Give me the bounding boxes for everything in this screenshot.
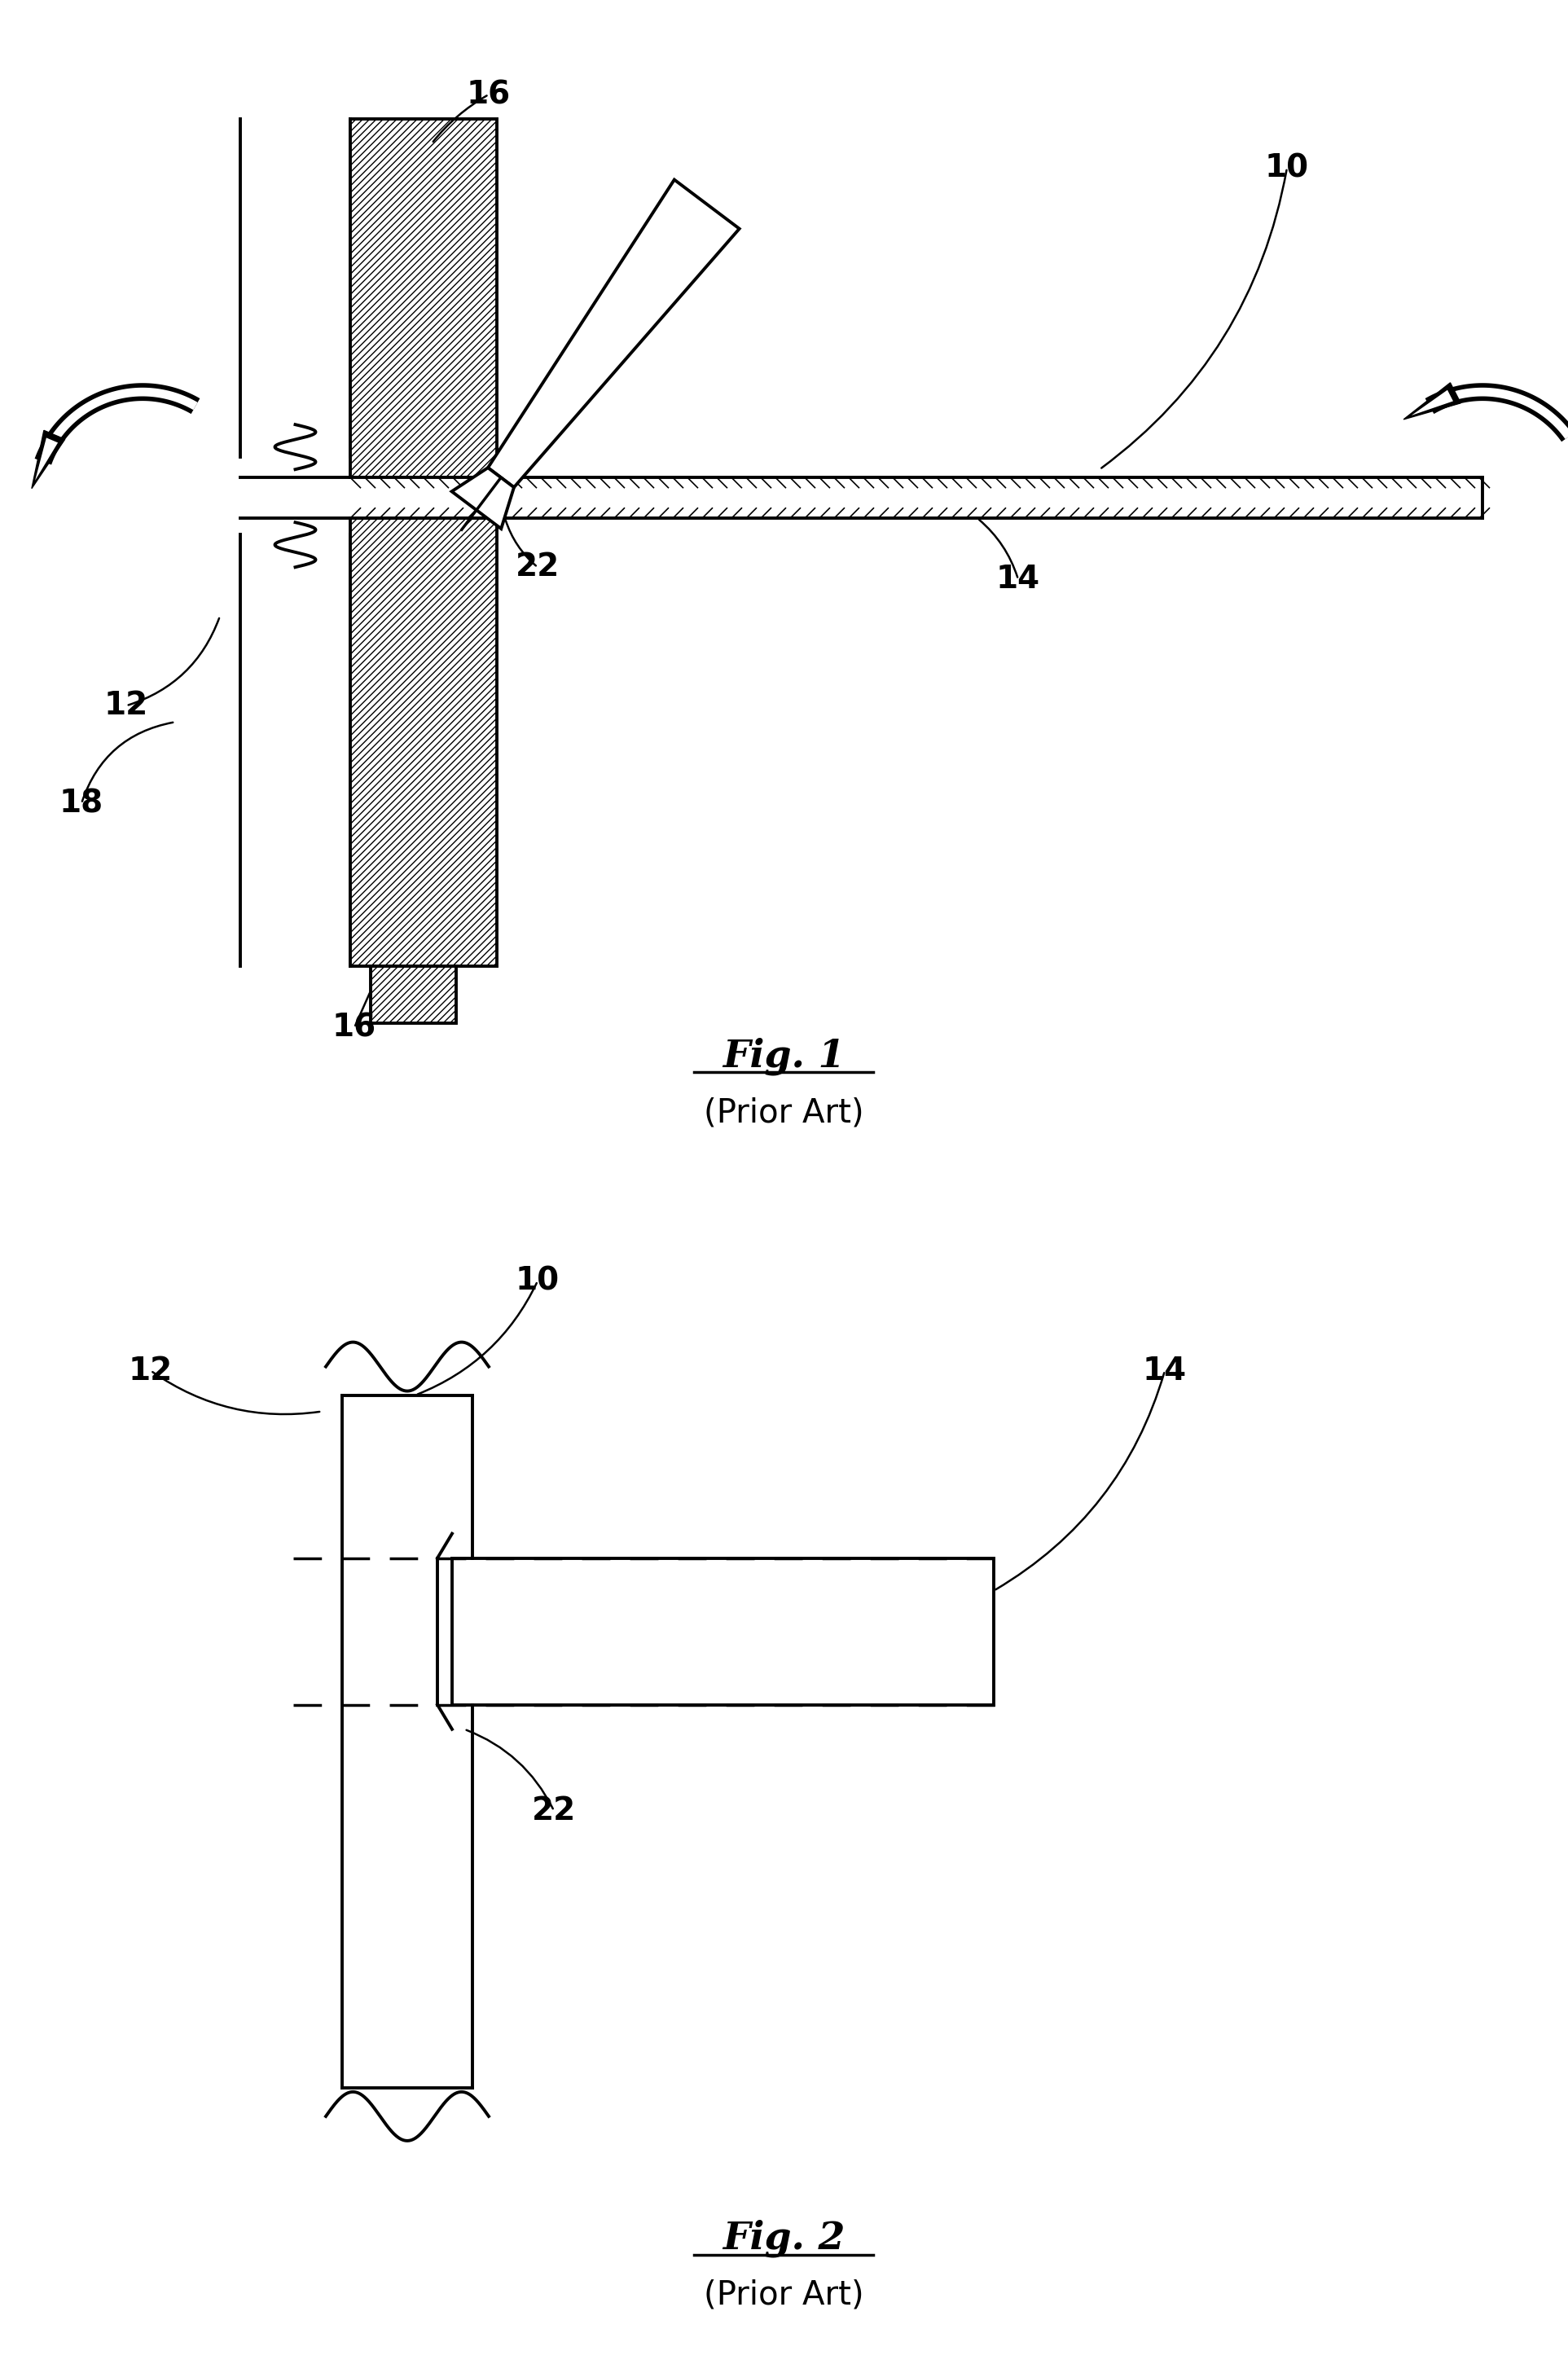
Bar [350,477,1482,517]
Text: 10: 10 [516,1265,560,1296]
Text: 16: 16 [332,1013,376,1044]
Bar [350,119,497,477]
Text: 18: 18 [60,788,103,819]
Text: Fig. 1: Fig. 1 [723,1037,845,1075]
Text: 20: 20 [662,218,706,249]
Text: Fig. 2: Fig. 2 [723,2219,845,2257]
Polygon shape [1411,389,1454,415]
Polygon shape [1403,382,1461,420]
Text: 10: 10 [1265,152,1309,183]
Text: (Prior Art): (Prior Art) [704,1096,864,1130]
Text: (Prior Art): (Prior Art) [704,2280,864,2311]
Bar [350,517,497,966]
Text: 12: 12 [129,1355,172,1386]
Bar [370,966,456,1023]
Text: 22: 22 [516,551,560,584]
Text: 12: 12 [103,691,149,721]
Polygon shape [34,437,58,479]
Bar [452,1559,994,1704]
Polygon shape [488,180,740,486]
Text: 22: 22 [532,1796,575,1827]
Bar [351,479,1482,517]
Polygon shape [452,467,514,529]
Text: 16: 16 [467,78,511,109]
Text: 14: 14 [1143,1355,1187,1386]
Text: 14: 14 [996,565,1040,596]
Polygon shape [31,430,64,489]
